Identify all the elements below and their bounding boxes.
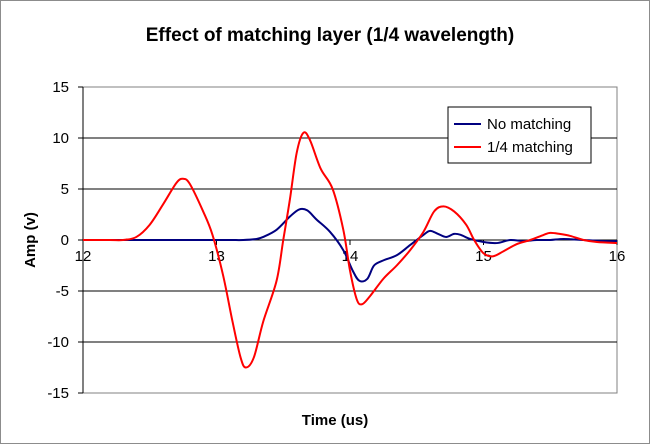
y-tick-label: 10 — [52, 130, 69, 147]
y-tick-label: 15 — [52, 79, 69, 96]
y-tick-label: -5 — [56, 283, 69, 300]
x-tick-label: 16 — [609, 248, 626, 265]
x-tick-label: 15 — [475, 248, 492, 265]
series-line-1-4-matching — [83, 131, 618, 369]
y-axis-title: Amp (v) — [22, 212, 39, 268]
axis-layer: 15 10 5 0 -5 -10 -15 12 13 14 15 16 — [47, 79, 625, 402]
series-layer — [83, 131, 618, 369]
legend-box — [447, 106, 592, 164]
y-tick-label: 0 — [61, 232, 69, 249]
legend-label-quarter-matching: 1/4 matching — [487, 139, 573, 156]
x-tick-label: 13 — [208, 248, 225, 265]
legend-label-no-matching: No matching — [487, 116, 571, 133]
y-tick-label: 5 — [61, 181, 69, 198]
y-tick-label: -15 — [47, 385, 69, 402]
x-tick-label: 14 — [342, 248, 359, 265]
x-axis-title: Time (us) — [302, 412, 368, 429]
chart-title: Effect of matching layer (1/4 wavelength… — [146, 25, 514, 46]
y-tick-label: -10 — [47, 334, 69, 351]
series-line-no-matching — [83, 207, 618, 283]
legend: No matching 1/4 matching — [447, 106, 592, 164]
x-tick-label: 12 — [75, 248, 92, 265]
